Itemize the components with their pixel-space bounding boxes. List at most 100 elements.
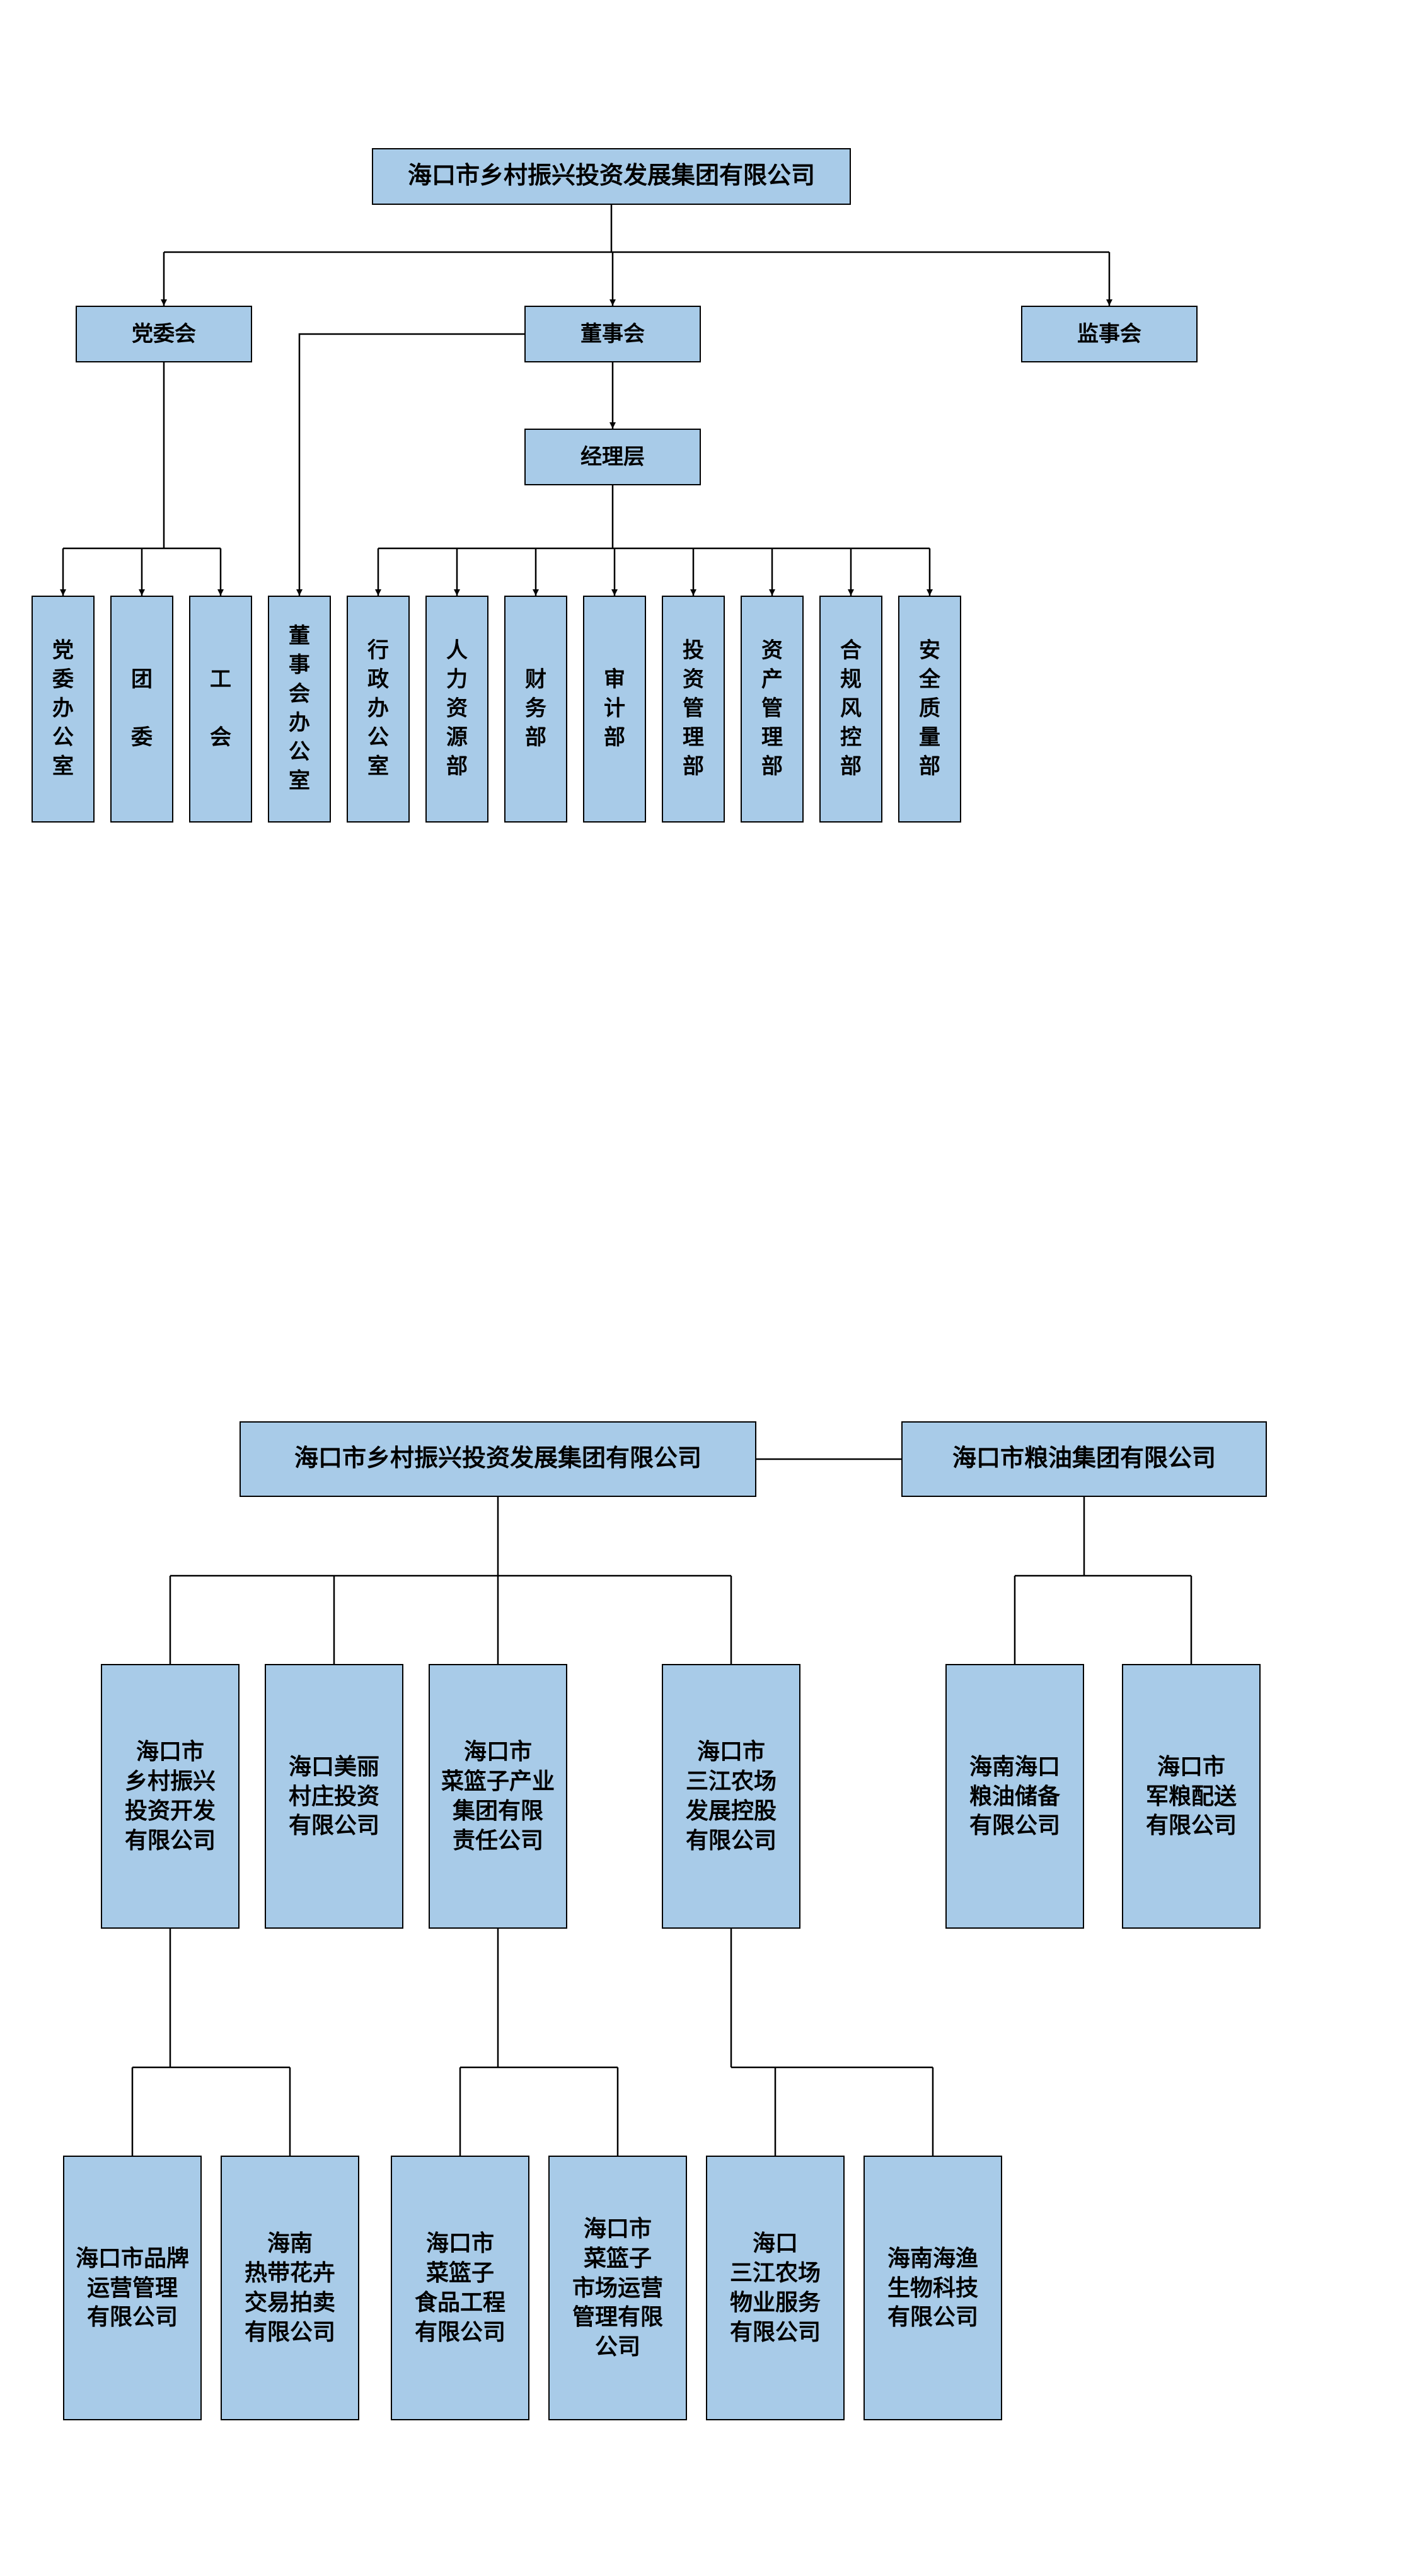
char: 务 (525, 695, 546, 724)
node-jingliceng: 经理层 (524, 429, 701, 485)
char (139, 695, 144, 724)
label: 海口市 三江农场 发展控股 有限公司 (686, 1737, 777, 1855)
char (217, 695, 223, 724)
node-dept-8: 审计部 (583, 596, 646, 823)
label: 海口美丽 村庄投资 有限公司 (289, 1752, 379, 1840)
node-b1: 海口市品牌 运营管理 有限公司 (63, 2156, 202, 2420)
node-b4: 海口市 菜篮子 市场运营 管理有限 公司 (548, 2156, 687, 2420)
char: 部 (761, 753, 783, 782)
char: 部 (919, 753, 940, 782)
char: 政 (367, 666, 389, 695)
node-m2: 海口美丽 村庄投资 有限公司 (265, 1664, 403, 1929)
char: 资 (761, 637, 783, 666)
char: 事 (289, 651, 310, 680)
char: 会 (210, 724, 231, 753)
node-dept-3: 工 会 (189, 596, 252, 823)
label: 海口市 菜篮子产业 集团有限 责任公司 (441, 1737, 555, 1855)
char: 办 (367, 695, 389, 724)
node-dangweihui: 党委会 (76, 306, 252, 362)
char: 安 (919, 637, 940, 666)
char: 董 (289, 622, 310, 651)
char: 公 (289, 738, 310, 767)
char: 质 (919, 695, 940, 724)
char: 规 (840, 666, 862, 695)
char: 室 (289, 767, 310, 796)
label: 海口市乡村振兴投资发展集团有限公司 (294, 1443, 702, 1474)
char: 计 (604, 695, 625, 724)
char: 室 (52, 753, 74, 782)
char: 部 (604, 724, 625, 753)
node-side: 海口市粮油集团有限公司 (901, 1421, 1267, 1497)
node-jianshihui: 监事会 (1021, 306, 1198, 362)
node-dept-2: 团 委 (110, 596, 173, 823)
node-dept-6: 人力资源部 (425, 596, 488, 823)
char: 人 (446, 637, 468, 666)
node-dept-11: 合规风控部 (819, 596, 882, 823)
char: 投 (683, 637, 704, 666)
label: 海口市 乡村振兴 投资开发 有限公司 (125, 1737, 216, 1855)
node-m1: 海口市 乡村振兴 投资开发 有限公司 (101, 1664, 240, 1929)
char: 办 (289, 709, 310, 738)
label: 海口市粮油集团有限公司 (952, 1443, 1216, 1474)
label: 监事会 (1077, 320, 1141, 348)
node-dongshihui: 董事会 (524, 306, 701, 362)
label: 董事会 (580, 320, 645, 348)
char: 公 (367, 724, 389, 753)
char: 资 (683, 666, 704, 695)
label: 海口市 军粮配送 有限公司 (1146, 1752, 1237, 1840)
node-b3: 海口市 菜篮子 食品工程 有限公司 (391, 2156, 529, 2420)
char: 工 (210, 666, 231, 695)
char: 力 (446, 666, 468, 695)
label: 海南 热带花卉 交易拍卖 有限公司 (245, 2229, 335, 2347)
node-dept-9: 投资管理部 (662, 596, 725, 823)
char: 部 (446, 753, 468, 782)
char: 会 (289, 680, 310, 709)
char: 行 (367, 637, 389, 666)
char: 部 (683, 753, 704, 782)
label: 海口 三江农场 物业服务 有限公司 (730, 2229, 821, 2347)
char: 部 (840, 753, 862, 782)
node-m6: 海口市 军粮配送 有限公司 (1122, 1664, 1261, 1929)
node-m3: 海口市 菜篮子产业 集团有限 责任公司 (429, 1664, 567, 1929)
char: 理 (683, 724, 704, 753)
node-m5: 海南海口 粮油储备 有限公司 (945, 1664, 1084, 1929)
char: 办 (52, 695, 74, 724)
char: 委 (52, 666, 74, 695)
char: 全 (919, 666, 940, 695)
node-dept-5: 行政办公室 (347, 596, 410, 823)
label: 海口市 菜篮子 市场运营 管理有限 公司 (572, 2214, 663, 2362)
node-m4: 海口市 三江农场 发展控股 有限公司 (662, 1664, 800, 1929)
char: 党 (52, 637, 74, 666)
char: 部 (525, 724, 546, 753)
node-root: 海口市乡村振兴投资发展集团有限公司 (372, 148, 851, 205)
node-root2: 海口市乡村振兴投资发展集团有限公司 (240, 1421, 756, 1497)
char: 财 (525, 666, 546, 695)
char: 审 (604, 666, 625, 695)
node-b6: 海南海渔 生物科技 有限公司 (863, 2156, 1002, 2420)
char: 公 (52, 724, 74, 753)
char: 室 (367, 753, 389, 782)
label: 海口市 菜篮子 食品工程 有限公司 (415, 2229, 505, 2347)
node-dept-4: 董事会办公室 (268, 596, 331, 823)
char: 量 (919, 724, 940, 753)
label: 党委会 (132, 320, 196, 348)
char: 控 (840, 724, 862, 753)
node-b5: 海口 三江农场 物业服务 有限公司 (706, 2156, 845, 2420)
node-dept-7: 财务部 (504, 596, 567, 823)
label: 海口市品牌 运营管理 有限公司 (76, 2244, 189, 2332)
node-dept-12: 安全质量部 (898, 596, 961, 823)
char: 委 (131, 724, 153, 753)
node-b2: 海南 热带花卉 交易拍卖 有限公司 (221, 2156, 359, 2420)
label: 经理层 (580, 443, 645, 471)
char: 管 (761, 695, 783, 724)
char: 资 (446, 695, 468, 724)
label: 海南海渔 生物科技 有限公司 (887, 2244, 978, 2332)
org-chart-canvas: 海口市乡村振兴投资发展集团有限公司 党委会 董事会 监事会 经理层 党委办公室 … (0, 0, 1415, 2576)
label: 海口市乡村振兴投资发展集团有限公司 (408, 161, 815, 192)
node-dept-1: 党委办公室 (32, 596, 95, 823)
char: 管 (683, 695, 704, 724)
node-dept-10: 资产管理部 (741, 596, 804, 823)
char: 源 (446, 724, 468, 753)
char: 理 (761, 724, 783, 753)
char: 团 (131, 666, 153, 695)
